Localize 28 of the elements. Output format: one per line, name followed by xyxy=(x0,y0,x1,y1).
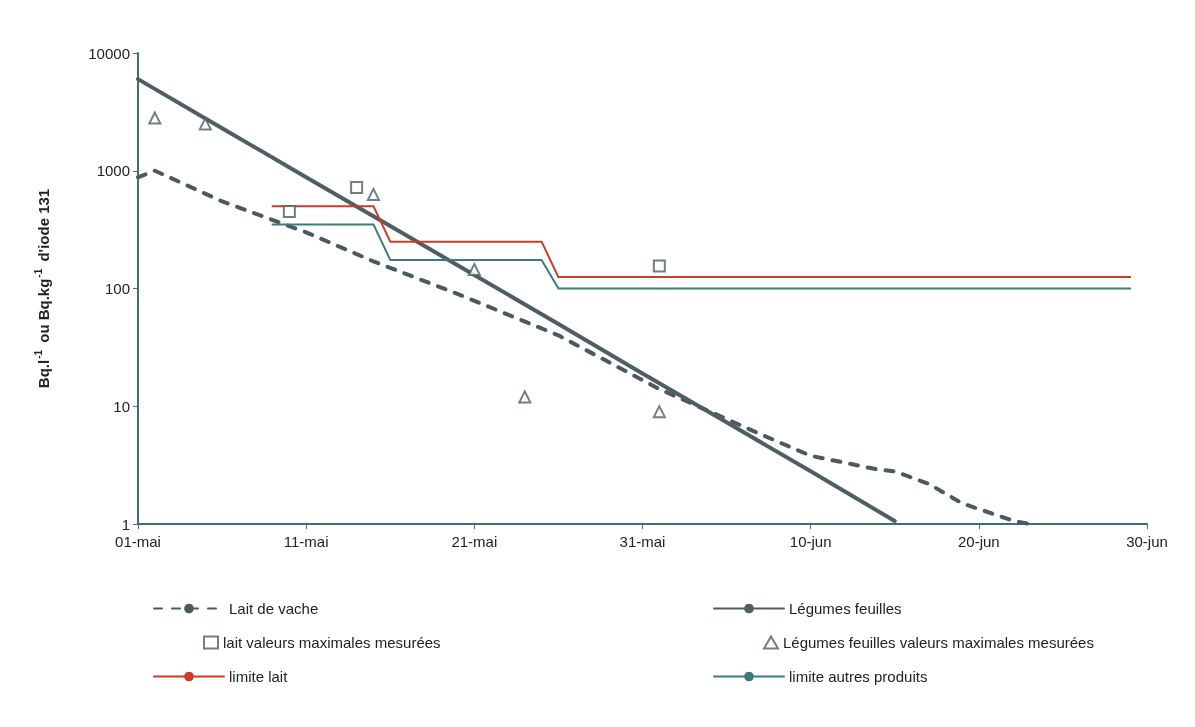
point xyxy=(350,181,364,195)
point xyxy=(467,263,481,276)
point xyxy=(198,117,212,131)
x-tick-label: 20-jun xyxy=(957,533,1000,550)
x-tick-label: 01-mai xyxy=(115,533,161,550)
legend-label: Légumes feuilles xyxy=(789,600,902,617)
legend-label: limite autres produits xyxy=(789,668,928,685)
x-tick-label: 30-jun xyxy=(1126,533,1168,550)
point xyxy=(652,405,666,419)
x-tick-label: 21-mai xyxy=(451,533,498,550)
x-tick-label: 31-mai xyxy=(619,533,666,550)
x-tick-label: 11-mai xyxy=(283,533,329,550)
y-tick-label: 100 xyxy=(104,280,130,297)
legend-label: Légumes feuilles valeurs maximales mesurées xyxy=(783,634,1094,651)
point xyxy=(518,390,532,404)
y-tick-label: 1000 xyxy=(96,162,130,180)
y-axis-title: Bq.l-1 ou Bq.kg-1 d'iode 131 xyxy=(32,188,52,389)
x-tick-label: 10-jun xyxy=(789,533,832,550)
point xyxy=(282,205,296,219)
y-tick-label: 10000 xyxy=(88,44,130,62)
point xyxy=(652,259,666,273)
y-tick-label: 10 xyxy=(113,397,130,415)
legend-label: lait valeurs maximales mesurées xyxy=(223,634,441,651)
legend-label: Lait de vache xyxy=(229,600,319,617)
legend-label: limite lait xyxy=(229,668,289,685)
point xyxy=(366,187,380,201)
y-tick-label: 1 xyxy=(121,515,130,533)
point xyxy=(148,111,162,125)
